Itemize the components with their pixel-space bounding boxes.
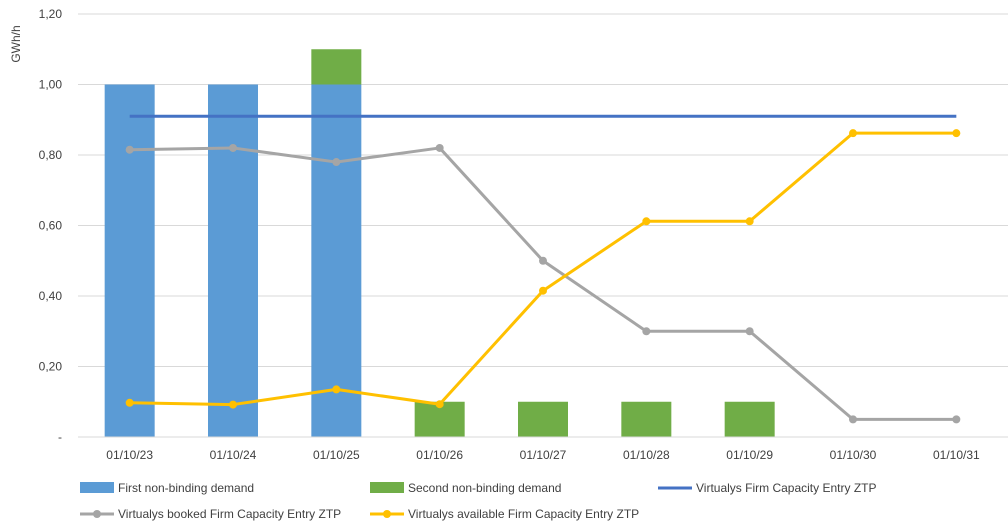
x-tick-label: 01/10/23 bbox=[106, 448, 153, 462]
bar bbox=[724, 401, 775, 437]
legend: First non-binding demand Second non-bindi… bbox=[80, 481, 876, 521]
x-tick-labels: 01/10/23 01/10/24 01/10/25 01/10/26 01/10/27… bbox=[106, 448, 980, 462]
bar bbox=[518, 401, 568, 437]
lines bbox=[125, 114, 961, 424]
data-point bbox=[952, 415, 961, 424]
legend-label: Virtualys available Firm Capacity Entry … bbox=[408, 507, 639, 521]
legend-swatch bbox=[80, 482, 114, 493]
x-tick-label: 01/10/29 bbox=[726, 448, 773, 462]
y-tick-label: 0,80 bbox=[39, 148, 63, 162]
y-tick-label: - bbox=[58, 430, 62, 444]
y-tick-label: 0,40 bbox=[39, 289, 63, 303]
x-tick-label: 01/10/27 bbox=[520, 448, 567, 462]
bar bbox=[311, 84, 362, 437]
data-point bbox=[435, 143, 444, 152]
bar bbox=[621, 401, 672, 437]
legend-item: Virtualys Firm Capacity Entry ZTP bbox=[658, 481, 876, 495]
y-tick-label: 0,20 bbox=[39, 360, 63, 374]
y-axis-title: GWh/h bbox=[9, 25, 23, 62]
data-point bbox=[642, 217, 651, 226]
y-tick-label: 1,00 bbox=[39, 78, 63, 92]
data-point bbox=[539, 286, 547, 295]
data-point bbox=[849, 129, 857, 138]
data-point bbox=[229, 400, 237, 409]
data-point bbox=[539, 256, 547, 265]
data-point bbox=[952, 129, 961, 138]
x-tick-label: 01/10/24 bbox=[210, 448, 257, 462]
legend-label: Virtualys booked Firm Capacity Entry ZTP bbox=[118, 507, 341, 521]
y-tick-labels: - 0,20 0,40 0,60 0,80 1,00 1,20 bbox=[39, 7, 63, 444]
x-tick-label: 01/10/26 bbox=[416, 448, 463, 462]
data-point bbox=[332, 385, 341, 394]
legend-swatch bbox=[370, 482, 404, 493]
bar bbox=[311, 49, 362, 85]
data-point bbox=[125, 145, 134, 154]
x-tick-label: 01/10/28 bbox=[623, 448, 670, 462]
legend-item: Virtualys booked Firm Capacity Entry ZTP bbox=[80, 507, 341, 521]
data-point bbox=[745, 217, 754, 226]
y-tick-label: 0,60 bbox=[39, 219, 63, 233]
bar bbox=[104, 84, 155, 437]
data-point bbox=[642, 327, 651, 336]
bars bbox=[104, 49, 775, 437]
legend-marker bbox=[93, 510, 101, 518]
x-tick-label: 01/10/31 bbox=[933, 448, 980, 462]
legend-item: Second non-binding demand bbox=[370, 481, 561, 495]
legend-marker bbox=[383, 510, 391, 518]
bar bbox=[208, 84, 258, 437]
legend-label: First non-binding demand bbox=[118, 481, 254, 495]
legend-item: First non-binding demand bbox=[80, 481, 254, 495]
data-point bbox=[229, 143, 237, 152]
data-point bbox=[125, 398, 134, 407]
data-point bbox=[435, 400, 444, 409]
data-point bbox=[849, 415, 857, 424]
x-tick-label: 01/10/25 bbox=[313, 448, 360, 462]
y-tick-label: 1,20 bbox=[39, 7, 63, 21]
data-point bbox=[332, 158, 341, 167]
legend-label: Second non-binding demand bbox=[408, 481, 561, 495]
legend-item: Virtualys available Firm Capacity Entry … bbox=[370, 507, 639, 521]
x-tick-label: 01/10/30 bbox=[830, 448, 877, 462]
data-point bbox=[745, 327, 754, 336]
legend-label: Virtualys Firm Capacity Entry ZTP bbox=[696, 481, 876, 495]
